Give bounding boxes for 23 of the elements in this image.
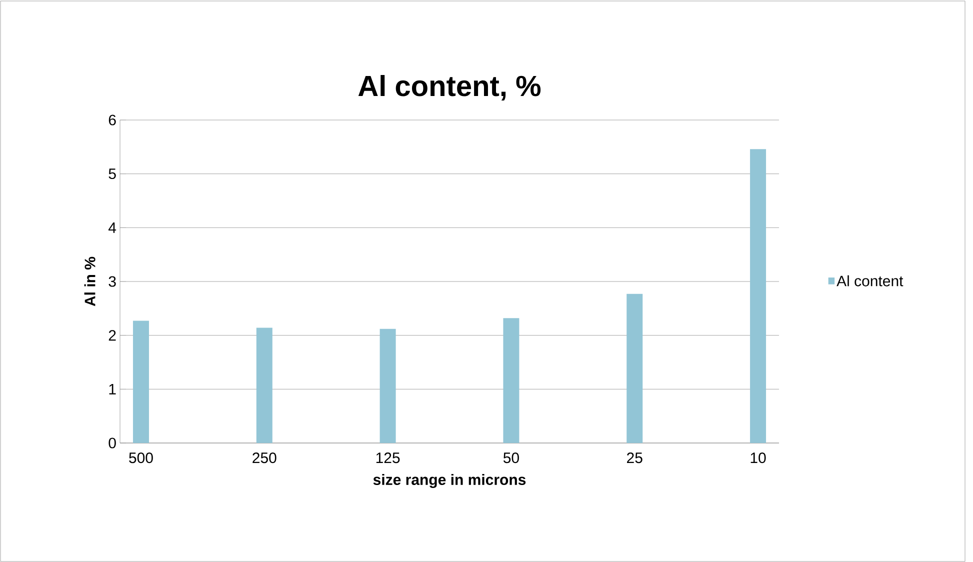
x-axis-title: size range in microns <box>373 474 526 488</box>
y-tick-label: 6 <box>108 114 116 126</box>
y-axis-title: Al in % <box>84 256 96 306</box>
y-tick-label: 0 <box>108 438 116 448</box>
bar <box>256 328 272 443</box>
y-tick-label: 3 <box>108 276 116 287</box>
x-tick-label: 10 <box>750 452 766 464</box>
bar <box>503 318 520 443</box>
x-tick-label: 25 <box>627 452 642 464</box>
bar <box>626 294 643 443</box>
y-tick-label: 5 <box>108 168 116 180</box>
x-tick-label: 500 <box>129 452 153 464</box>
legend-label: Al content <box>836 275 904 286</box>
bar <box>380 328 396 443</box>
y-tick-label: 2 <box>108 330 116 341</box>
x-tick-label: 125 <box>376 452 400 464</box>
x-tick-label: 50 <box>503 452 519 464</box>
bar <box>132 320 149 443</box>
y-tick-label: 4 <box>108 222 116 233</box>
x-tick-label: 250 <box>252 452 276 464</box>
bar <box>750 149 766 443</box>
y-tick-label: 1 <box>109 384 116 394</box>
chart-title: Al content, % <box>358 75 541 100</box>
